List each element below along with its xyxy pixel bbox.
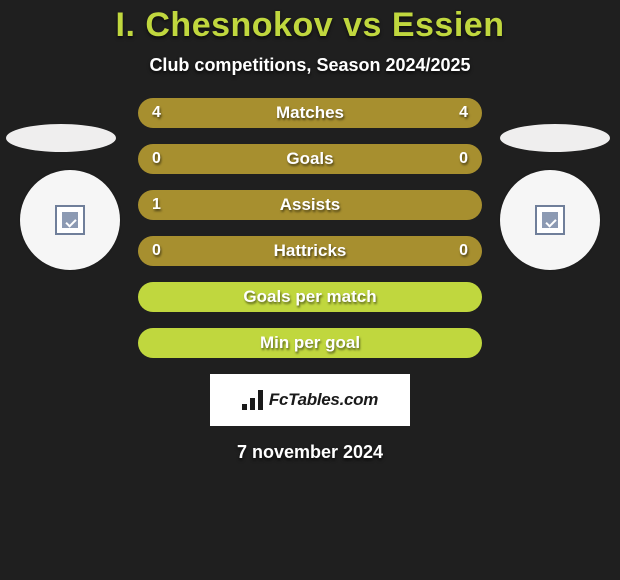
stat-row: 4 Matches 4 xyxy=(138,98,482,128)
stats-list: 4 Matches 4 0 Goals 0 1 Assists 0 Hattri… xyxy=(138,98,482,358)
comparison-card: I. Chesnokov vs Essien Club competitions… xyxy=(0,0,620,463)
source-logo: FcTables.com xyxy=(210,374,410,426)
stat-label: Assists xyxy=(280,195,340,215)
stat-right-value: 4 xyxy=(459,104,468,122)
stat-row: 0 Goals 0 xyxy=(138,144,482,174)
stat-label: Matches xyxy=(276,103,344,123)
stat-label: Goals per match xyxy=(243,287,376,307)
stat-row: Goals per match xyxy=(138,282,482,312)
stat-row: Min per goal xyxy=(138,328,482,358)
subtitle: Club competitions, Season 2024/2025 xyxy=(0,55,620,76)
player-left-team-badge xyxy=(6,124,116,152)
stat-left-value: 0 xyxy=(152,150,161,168)
snapshot-date: 7 november 2024 xyxy=(0,442,620,463)
stat-row: 0 Hattricks 0 xyxy=(138,236,482,266)
shield-icon xyxy=(535,205,565,235)
stat-right-value: 0 xyxy=(459,242,468,260)
stat-right-value: 0 xyxy=(459,150,468,168)
logo-text: FcTables.com xyxy=(269,390,378,410)
player-left-avatar xyxy=(20,170,120,270)
stat-label: Hattricks xyxy=(274,241,347,261)
stat-left-value: 0 xyxy=(152,242,161,260)
player-right-team-badge xyxy=(500,124,610,152)
page-title: I. Chesnokov vs Essien xyxy=(0,6,620,45)
shield-icon xyxy=(55,205,85,235)
stat-label: Goals xyxy=(286,149,333,169)
stat-left-value: 1 xyxy=(152,196,161,214)
bar-chart-icon xyxy=(242,390,263,410)
player-right-avatar xyxy=(500,170,600,270)
stat-left-value: 4 xyxy=(152,104,161,122)
stat-row: 1 Assists xyxy=(138,190,482,220)
stat-label: Min per goal xyxy=(260,333,360,353)
